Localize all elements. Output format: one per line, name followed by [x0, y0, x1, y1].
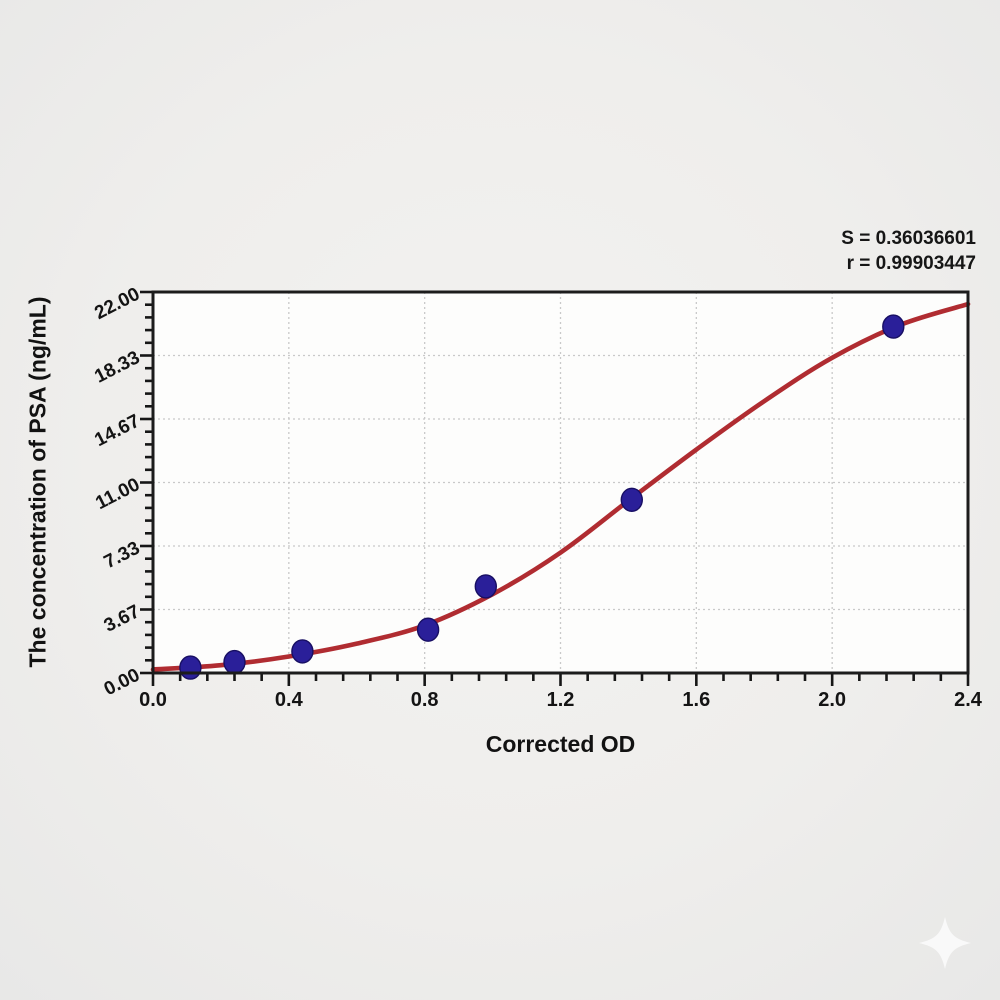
- x-tick-label: 0.4: [275, 689, 304, 711]
- data-point: [620, 487, 643, 512]
- s-value-text: S = 0.36036601: [841, 228, 976, 249]
- data-point: [223, 649, 246, 675]
- data-point: [291, 639, 314, 664]
- x-tick-label: 0.0: [139, 689, 167, 711]
- x-tick-label: 2.0: [818, 689, 846, 711]
- data-point: [179, 655, 202, 680]
- r-value-text: r = 0.99903447: [846, 253, 976, 274]
- y-tick-label: 7.33: [101, 538, 143, 574]
- fit-curve-line: [150, 301, 971, 672]
- x-tick-label: 2.4: [954, 689, 983, 711]
- gridlines: [153, 292, 968, 673]
- data-point: [474, 574, 497, 599]
- y-tick-label: 14.67: [91, 411, 143, 451]
- plot-frame: [151, 290, 970, 675]
- x-tick-label: 1.6: [682, 689, 710, 711]
- data-point: [882, 314, 905, 339]
- data-point: [416, 617, 440, 642]
- y-tick-label: 0.00: [101, 665, 143, 701]
- y-tick-labels: 0.00 3.67 7.33 11.00 14.67 18.33 22.00: [91, 284, 143, 701]
- y-axis-title: The concentration of PSA (ng/mL): [24, 296, 51, 668]
- x-tick-label: 1.2: [547, 689, 575, 711]
- x-tick-labels: 0.0 0.4 0.8 1.2 1.6 2.0 2.4: [139, 689, 983, 711]
- x-tick-label: 0.8: [411, 689, 439, 711]
- data-points: [179, 314, 905, 680]
- x-axis-title: Corrected OD: [485, 731, 636, 757]
- sparkle-star-icon: [919, 917, 971, 969]
- y-tick-label: 3.67: [101, 601, 143, 637]
- y-tick-label: 18.33: [91, 347, 143, 387]
- y-tick-label: 22.00: [91, 284, 143, 324]
- fit-stats-annotation: S = 0.36036601 r = 0.99903447: [841, 226, 976, 276]
- y-tick-label: 11.00: [92, 474, 143, 514]
